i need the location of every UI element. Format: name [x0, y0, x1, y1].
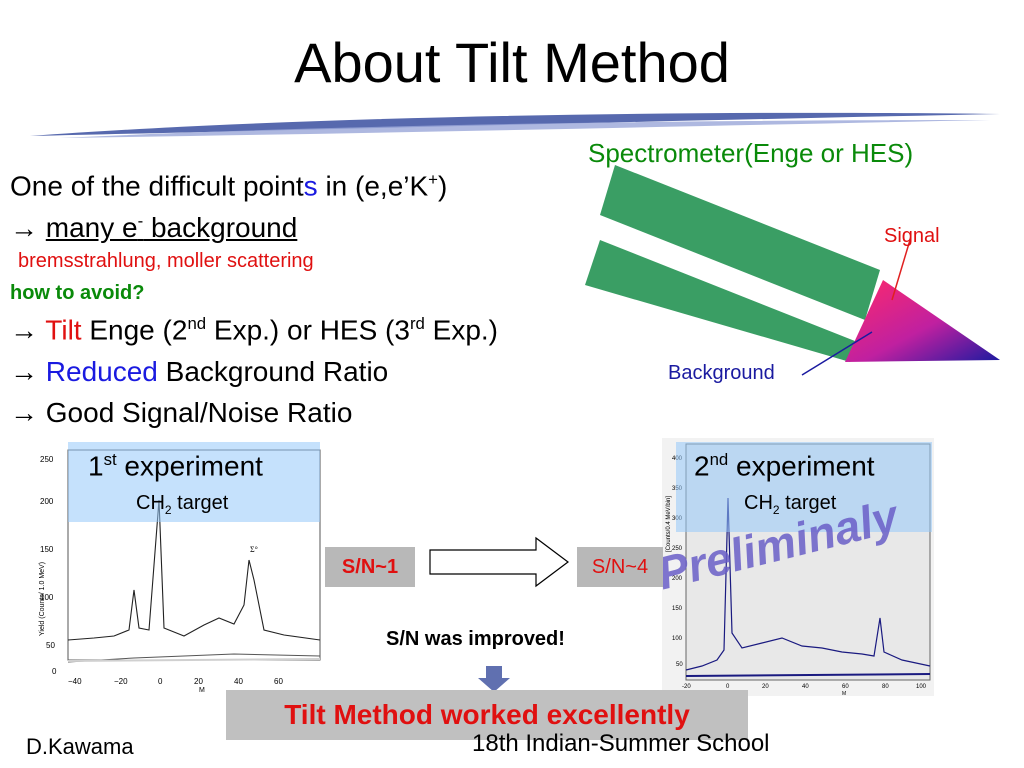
text: - — [137, 212, 144, 231]
bullet-good-sn: → Good Signal/Noise Ratio — [10, 397, 353, 428]
spectrometer-bar-lower — [585, 240, 865, 362]
exp1-xtick: −20 — [114, 677, 128, 686]
bullet-tilt: → Tilt Enge (2nd Exp.) or HES (3rd Exp.) — [10, 314, 498, 346]
sn-improved-text: S/N was improved! — [386, 628, 565, 650]
exp1-ytick: 0 — [52, 667, 57, 676]
exp2-xtick: -20 — [682, 684, 691, 690]
exp2-title: 2nd experiment — [694, 450, 875, 482]
text: Background Ratio — [157, 356, 389, 387]
text: Exp.) or HES (3 — [206, 314, 410, 346]
exp1-target: CH2 target — [136, 492, 228, 517]
text: rd — [409, 314, 425, 333]
exp2-ytick: 50 — [676, 662, 683, 668]
exp2-xtick: 60 — [842, 684, 849, 690]
signal-cone — [845, 280, 1000, 362]
exp1-xtick: −40 — [68, 677, 82, 686]
text: CH — [136, 492, 165, 514]
exp2-xtick: 80 — [882, 684, 889, 690]
background-label: Background — [668, 362, 775, 384]
spectrometer-label: Spectrometer(Enge or HES) — [588, 138, 914, 168]
exp2-ytick: 150 — [672, 606, 683, 612]
conclusion-box: Tilt Method worked excellently — [226, 690, 748, 740]
exp2-header-band — [676, 442, 932, 532]
text: 2 — [772, 503, 780, 517]
text: nd — [187, 314, 207, 333]
text: Reduced — [45, 356, 158, 387]
exp1-ytick: 50 — [46, 641, 55, 650]
exp1-xtick: 0 — [158, 677, 163, 686]
spectrometer-bar-upper — [600, 165, 880, 320]
title-underline-swoosh — [30, 112, 1000, 138]
exp2-xtick: 0 — [726, 684, 730, 690]
text: target — [171, 492, 229, 514]
text: ) — [437, 170, 448, 202]
exp2-ytick: 250 — [672, 546, 683, 552]
exp1-xtick: 60 — [274, 677, 283, 686]
exp1-ytick: 200 — [40, 497, 54, 506]
text: 2 — [164, 503, 172, 517]
improvement-arrow — [429, 536, 569, 588]
exp1-xaxis-label: M — [199, 687, 205, 692]
text: 2 — [694, 450, 710, 482]
exp1-peak-label: Σ° — [250, 545, 258, 554]
exp1-xtick: 20 — [194, 677, 203, 686]
sn4-badge: S/N~4 — [577, 547, 663, 587]
underlined-text: many e- background — [46, 212, 298, 243]
background-pointer — [801, 331, 873, 376]
text: CH — [744, 492, 773, 514]
slide-title: About Tilt Method — [294, 31, 730, 94]
bullet-how-to-avoid: how to avoid? — [10, 282, 145, 304]
exp1-ytick: 150 — [40, 545, 54, 554]
exp2-target: CH2 target — [744, 492, 836, 517]
down-arrow-icon — [478, 666, 510, 692]
footer-author: D.Kawama — [26, 734, 134, 759]
text: in (e,e’K — [317, 170, 429, 202]
text: st — [103, 450, 117, 469]
text: experiment — [728, 450, 875, 482]
exp1-ytick: 100 — [40, 593, 54, 602]
exp2-xtick: 100 — [916, 684, 927, 690]
exp1-xtick: 40 — [234, 677, 243, 686]
arrow: → — [10, 314, 46, 346]
signal-pointer — [891, 239, 911, 301]
spectrometer-diagram — [585, 165, 1000, 376]
arrow: → — [10, 212, 46, 244]
exp1-title: 1st experiment — [88, 450, 263, 482]
exp1-yaxis-label: Yield (Counts/ 1.0 MeV) — [39, 562, 46, 636]
footer-event: 18th Indian-Summer School — [472, 730, 770, 757]
exp2-ytick: 100 — [672, 636, 683, 642]
sn1-badge: S/N~1 — [325, 547, 415, 587]
text: 1 — [88, 450, 104, 482]
exp2-xaxis-label: M — [842, 691, 846, 696]
text: Enge (2 — [81, 314, 188, 346]
bullet-difficult-point: One of the difficult points in (e,e’K+) — [10, 170, 447, 202]
bullet-many-background: → many e- background — [10, 212, 297, 244]
text: many e — [45, 212, 138, 244]
exp2-xtick: 20 — [762, 684, 769, 690]
text: experiment — [116, 450, 263, 482]
signal-label: Signal — [884, 225, 940, 247]
text: background — [143, 212, 298, 244]
text: target — [779, 492, 837, 514]
exp2-xtick: 40 — [802, 684, 809, 690]
text: s — [303, 170, 318, 202]
text: + — [428, 170, 438, 189]
arrow: → — [10, 356, 46, 387]
bullet-bremsstrahlung: bremsstrahlung, moller scattering — [18, 250, 314, 272]
text: nd — [709, 450, 729, 469]
exp2-yaxis-label: [Counts/0.4 MeV/bin] — [666, 496, 672, 552]
exp2-ytick: 200 — [672, 576, 683, 582]
exp1-header-band — [68, 442, 320, 522]
bullet-reduced: → Reduced Background Ratio — [10, 356, 388, 388]
text: Exp.) — [424, 314, 499, 346]
text: Tilt — [45, 314, 82, 346]
text: One of the difficult point — [10, 170, 304, 202]
exp1-ytick: 250 — [40, 455, 54, 464]
